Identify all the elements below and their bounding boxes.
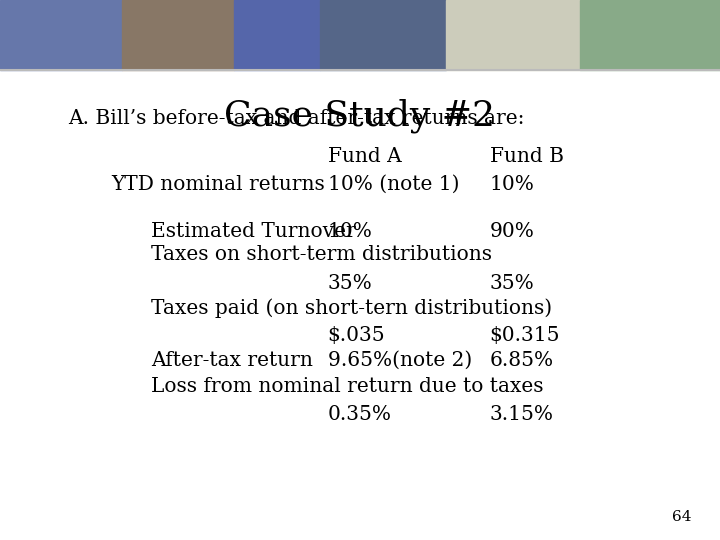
Text: 6.85%: 6.85% — [490, 351, 554, 370]
Bar — [234, 0, 320, 70]
Text: Loss from nominal return due to taxes: Loss from nominal return due to taxes — [151, 376, 544, 396]
Bar — [0, 0, 122, 70]
Bar — [122, 0, 234, 70]
Text: Taxes paid (on short-tern distributions): Taxes paid (on short-tern distributions) — [151, 298, 552, 318]
Text: 0.35%: 0.35% — [328, 405, 392, 424]
Bar — [320, 0, 446, 70]
Text: 10%: 10% — [490, 175, 534, 194]
Text: 3.15%: 3.15% — [490, 405, 554, 424]
Text: $0.315: $0.315 — [490, 326, 560, 346]
Text: Case Study #2: Case Study #2 — [225, 99, 495, 133]
Text: A. Bill’s before-tax and after-tax returns are:: A. Bill’s before-tax and after-tax retur… — [68, 109, 525, 129]
Text: Estimated Turnover: Estimated Turnover — [151, 221, 356, 241]
Text: Fund B: Fund B — [490, 147, 564, 166]
Text: 64: 64 — [672, 510, 691, 524]
Text: Fund A: Fund A — [328, 147, 401, 166]
Text: After-tax return: After-tax return — [151, 351, 313, 370]
Text: 35%: 35% — [328, 274, 372, 293]
Bar — [580, 0, 720, 70]
Text: YTD nominal returns: YTD nominal returns — [112, 175, 325, 194]
Text: 10%: 10% — [328, 221, 372, 241]
Text: 35%: 35% — [490, 274, 534, 293]
Text: 9.65%(note 2): 9.65%(note 2) — [328, 351, 472, 370]
Text: 10% (note 1): 10% (note 1) — [328, 175, 459, 194]
Text: 90%: 90% — [490, 221, 534, 241]
Text: Taxes on short-term distributions: Taxes on short-term distributions — [151, 245, 492, 265]
Bar — [446, 0, 580, 70]
Text: $.035: $.035 — [328, 326, 385, 346]
